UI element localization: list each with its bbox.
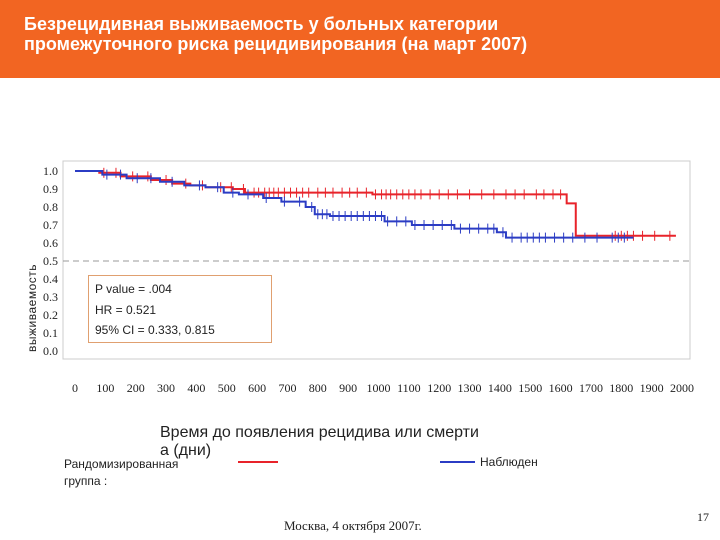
x-tick-label: 1400	[488, 381, 512, 395]
y-tick-label: 0.7	[43, 218, 58, 232]
confidence-interval-text: 95% CI = 0.333, 0.815	[95, 323, 215, 337]
x-tick-label: 100	[96, 381, 114, 395]
x-tick-label: 1200	[427, 381, 451, 395]
x-tick-label: 1700	[579, 381, 603, 395]
x-tick-label: 1000	[367, 381, 391, 395]
x-tick-label: 700	[278, 381, 296, 395]
x-tick-label: 1800	[609, 381, 633, 395]
survival-line-series-2	[75, 170, 634, 239]
legend-label-series-2: Наблюден	[480, 455, 538, 469]
x-tick-label: 1100	[397, 381, 421, 395]
x-tick-label: 1500	[518, 381, 542, 395]
x-tick-label: 200	[127, 381, 145, 395]
p-value-text: P value = .004	[95, 282, 172, 296]
x-tick-label: 800	[309, 381, 327, 395]
x-tick-label: 900	[339, 381, 357, 395]
y-tick-label: 0.8	[43, 200, 58, 214]
x-tick-label: 2000	[670, 381, 694, 395]
x-tick-label: 1900	[640, 381, 664, 395]
y-tick-label: 0.6	[43, 236, 58, 250]
x-tick-label: 1600	[549, 381, 573, 395]
y-tick-label: 0.3	[43, 290, 58, 304]
stats-box: P value = .004 HR = 0.521 95% CI = 0.333…	[88, 275, 272, 343]
x-tick-label: 1300	[458, 381, 482, 395]
y-tick-label: 0.0	[43, 344, 58, 358]
legend-title: Рандомизированная группа :	[64, 457, 179, 488]
y-tick-label: 0.4	[43, 272, 58, 286]
y-tick-label: 0.2	[43, 308, 58, 322]
x-axis-label: Время до появления рецидива или смерти а…	[160, 424, 479, 459]
page-number: 17	[697, 510, 709, 524]
x-tick-label: 500	[218, 381, 236, 395]
x-tick-label: 400	[187, 381, 205, 395]
x-tick-label: 0	[72, 381, 78, 395]
y-tick-label: 1.0	[43, 164, 58, 178]
y-tick-label: 0.5	[43, 254, 58, 268]
title-banner: Безрецидивная выживаемость у больных кат…	[0, 0, 720, 78]
y-tick-label: 0.9	[43, 182, 58, 196]
slide-title: Безрецидивная выживаемость у больных кат…	[24, 14, 528, 54]
x-tick-label: 300	[157, 381, 175, 395]
hazard-ratio-text: HR = 0.521	[95, 303, 157, 317]
x-tick-label: 600	[248, 381, 266, 395]
footer-text: Москва, 4 октября 2007г.	[284, 518, 422, 533]
y-tick-label: 0.1	[43, 326, 58, 340]
